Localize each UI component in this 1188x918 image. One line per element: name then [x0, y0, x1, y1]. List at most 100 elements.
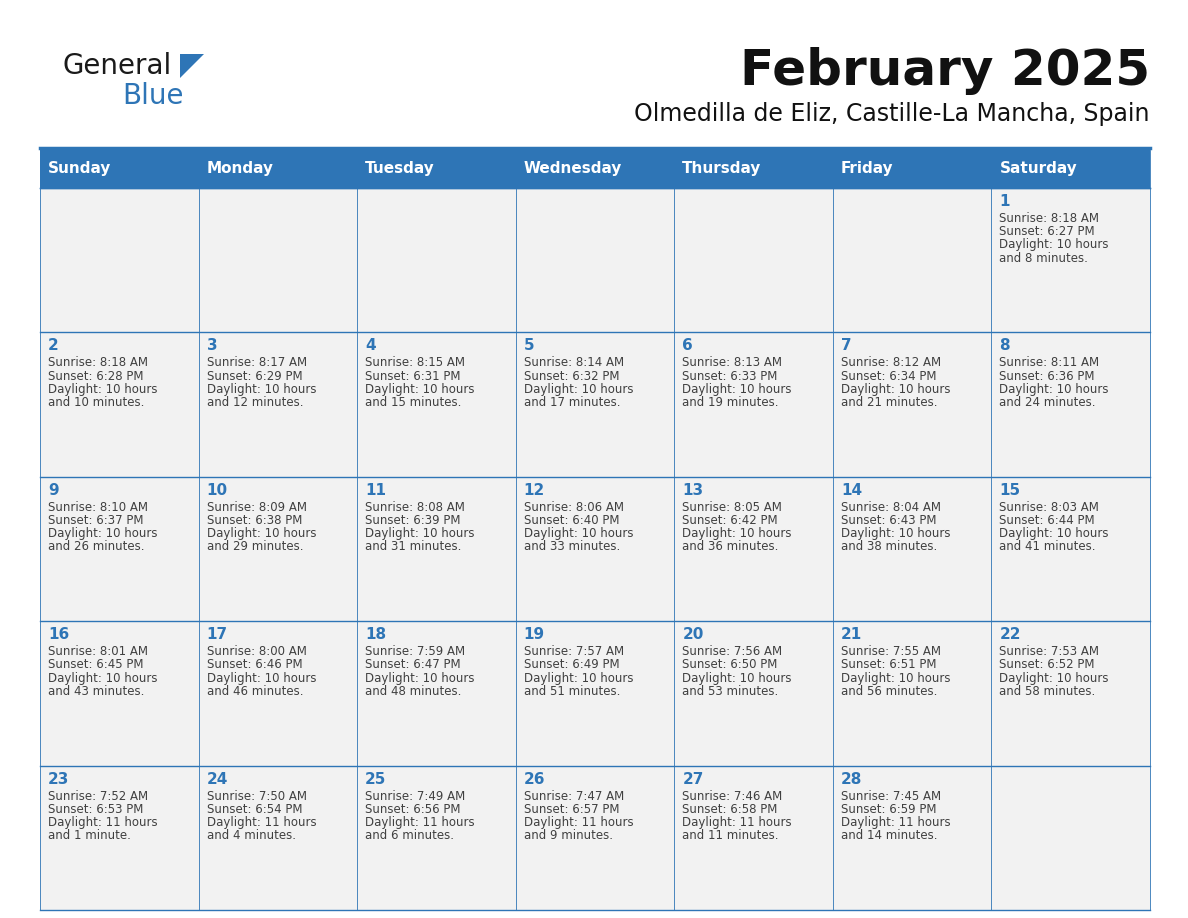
Text: Daylight: 10 hours: Daylight: 10 hours	[682, 527, 791, 540]
Text: 21: 21	[841, 627, 862, 643]
Text: Daylight: 10 hours: Daylight: 10 hours	[207, 672, 316, 685]
Text: and 15 minutes.: and 15 minutes.	[365, 396, 461, 409]
Text: Sunset: 6:39 PM: Sunset: 6:39 PM	[365, 514, 461, 527]
Text: and 26 minutes.: and 26 minutes.	[48, 541, 145, 554]
Bar	[675, 621, 833, 766]
Bar	[198, 188, 358, 332]
Text: Sunset: 6:59 PM: Sunset: 6:59 PM	[841, 802, 936, 816]
Text: and 12 minutes.: and 12 minutes.	[207, 396, 303, 409]
Bar	[675, 332, 833, 476]
Text: Wednesday: Wednesday	[524, 162, 623, 176]
Text: Olmedilla de Eliz, Castille-La Mancha, Spain: Olmedilla de Eliz, Castille-La Mancha, S…	[634, 102, 1150, 126]
Text: Sunset: 6:37 PM: Sunset: 6:37 PM	[48, 514, 144, 527]
Text: Sunrise: 7:57 AM: Sunrise: 7:57 AM	[524, 645, 624, 658]
Text: Sunrise: 8:18 AM: Sunrise: 8:18 AM	[48, 356, 148, 369]
Bar	[833, 188, 992, 332]
Bar	[833, 766, 992, 910]
Text: Sunrise: 8:18 AM: Sunrise: 8:18 AM	[999, 212, 1099, 225]
Text: Sunrise: 8:03 AM: Sunrise: 8:03 AM	[999, 501, 1099, 514]
Bar	[675, 188, 833, 332]
Text: 3: 3	[207, 339, 217, 353]
Text: and 46 minutes.: and 46 minutes.	[207, 685, 303, 698]
Text: Sunrise: 7:59 AM: Sunrise: 7:59 AM	[365, 645, 466, 658]
Text: Daylight: 10 hours: Daylight: 10 hours	[365, 383, 475, 396]
Text: Sunrise: 7:56 AM: Sunrise: 7:56 AM	[682, 645, 783, 658]
Text: 8: 8	[999, 339, 1010, 353]
Text: Daylight: 10 hours: Daylight: 10 hours	[48, 672, 158, 685]
Text: Sunset: 6:36 PM: Sunset: 6:36 PM	[999, 370, 1095, 383]
Bar	[40, 332, 198, 476]
Text: and 19 minutes.: and 19 minutes.	[682, 396, 779, 409]
Text: and 11 minutes.: and 11 minutes.	[682, 829, 779, 842]
Text: Sunrise: 8:12 AM: Sunrise: 8:12 AM	[841, 356, 941, 369]
Polygon shape	[181, 54, 204, 78]
Text: Daylight: 10 hours: Daylight: 10 hours	[999, 527, 1108, 540]
Text: 4: 4	[365, 339, 375, 353]
Bar	[833, 150, 992, 188]
Bar	[40, 621, 198, 766]
Text: 12: 12	[524, 483, 545, 498]
Bar	[516, 476, 675, 621]
Text: Sunrise: 7:49 AM: Sunrise: 7:49 AM	[365, 789, 466, 802]
Text: 7: 7	[841, 339, 852, 353]
Bar	[40, 476, 198, 621]
Text: Sunrise: 7:47 AM: Sunrise: 7:47 AM	[524, 789, 624, 802]
Text: 25: 25	[365, 772, 386, 787]
Text: 1: 1	[999, 194, 1010, 209]
Text: Daylight: 10 hours: Daylight: 10 hours	[682, 672, 791, 685]
Text: Sunrise: 8:13 AM: Sunrise: 8:13 AM	[682, 356, 782, 369]
Bar	[358, 621, 516, 766]
Text: Sunset: 6:33 PM: Sunset: 6:33 PM	[682, 370, 778, 383]
Text: Daylight: 11 hours: Daylight: 11 hours	[207, 816, 316, 829]
Text: Sunset: 6:57 PM: Sunset: 6:57 PM	[524, 802, 619, 816]
Text: and 56 minutes.: and 56 minutes.	[841, 685, 937, 698]
Text: February 2025: February 2025	[740, 47, 1150, 95]
Bar	[198, 766, 358, 910]
Text: Sunset: 6:49 PM: Sunset: 6:49 PM	[524, 658, 619, 671]
Text: Sunset: 6:43 PM: Sunset: 6:43 PM	[841, 514, 936, 527]
Text: and 41 minutes.: and 41 minutes.	[999, 541, 1095, 554]
Text: Sunrise: 8:09 AM: Sunrise: 8:09 AM	[207, 501, 307, 514]
Bar	[358, 188, 516, 332]
Text: Sunrise: 8:00 AM: Sunrise: 8:00 AM	[207, 645, 307, 658]
Text: 22: 22	[999, 627, 1020, 643]
Text: and 58 minutes.: and 58 minutes.	[999, 685, 1095, 698]
Bar	[198, 332, 358, 476]
Text: Sunrise: 7:52 AM: Sunrise: 7:52 AM	[48, 789, 148, 802]
Text: and 8 minutes.: and 8 minutes.	[999, 252, 1088, 264]
Text: Daylight: 10 hours: Daylight: 10 hours	[365, 672, 475, 685]
Text: Daylight: 11 hours: Daylight: 11 hours	[48, 816, 158, 829]
Text: Daylight: 10 hours: Daylight: 10 hours	[841, 383, 950, 396]
Text: 28: 28	[841, 772, 862, 787]
Text: Sunset: 6:38 PM: Sunset: 6:38 PM	[207, 514, 302, 527]
Text: Daylight: 10 hours: Daylight: 10 hours	[207, 383, 316, 396]
Text: Thursday: Thursday	[682, 162, 762, 176]
Bar	[358, 150, 516, 188]
Text: Daylight: 10 hours: Daylight: 10 hours	[524, 672, 633, 685]
Text: Daylight: 10 hours: Daylight: 10 hours	[48, 383, 158, 396]
Bar	[833, 332, 992, 476]
Text: 15: 15	[999, 483, 1020, 498]
Text: 16: 16	[48, 627, 69, 643]
Text: Sunset: 6:40 PM: Sunset: 6:40 PM	[524, 514, 619, 527]
Text: and 14 minutes.: and 14 minutes.	[841, 829, 937, 842]
Bar	[516, 621, 675, 766]
Text: Daylight: 10 hours: Daylight: 10 hours	[682, 383, 791, 396]
Text: Saturday: Saturday	[999, 162, 1078, 176]
Text: and 21 minutes.: and 21 minutes.	[841, 396, 937, 409]
Bar	[198, 476, 358, 621]
Text: 11: 11	[365, 483, 386, 498]
Bar	[675, 766, 833, 910]
Text: Daylight: 10 hours: Daylight: 10 hours	[207, 527, 316, 540]
Bar	[358, 476, 516, 621]
Text: Sunrise: 7:55 AM: Sunrise: 7:55 AM	[841, 645, 941, 658]
Text: Sunrise: 8:06 AM: Sunrise: 8:06 AM	[524, 501, 624, 514]
Text: Daylight: 11 hours: Daylight: 11 hours	[682, 816, 792, 829]
Text: Sunrise: 8:17 AM: Sunrise: 8:17 AM	[207, 356, 307, 369]
Bar	[516, 188, 675, 332]
Text: Daylight: 10 hours: Daylight: 10 hours	[524, 527, 633, 540]
Text: Blue: Blue	[122, 82, 183, 110]
Text: Sunrise: 8:04 AM: Sunrise: 8:04 AM	[841, 501, 941, 514]
Text: and 43 minutes.: and 43 minutes.	[48, 685, 145, 698]
Text: Sunrise: 7:53 AM: Sunrise: 7:53 AM	[999, 645, 1099, 658]
